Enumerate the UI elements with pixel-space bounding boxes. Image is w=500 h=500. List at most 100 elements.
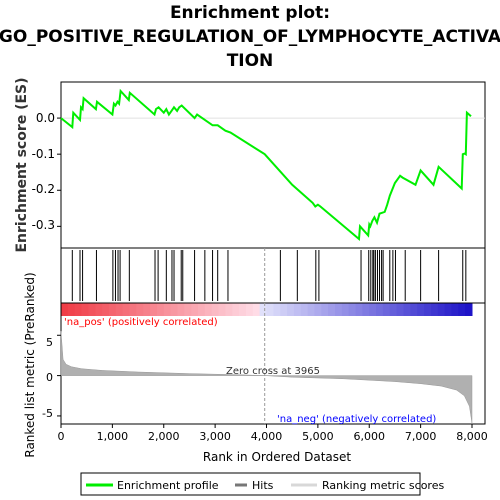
metric-axis-label: Ranked list metric (PreRanked) — [23, 272, 37, 457]
color-bar-segment — [362, 303, 370, 316]
color-bar-segment — [444, 303, 452, 316]
color-bar-segment — [437, 303, 446, 316]
metric-y-axis: 5 0 -5 — [42, 334, 61, 420]
color-bar-segment — [88, 303, 96, 316]
x-tick-label: 5,000 — [302, 430, 334, 443]
color-bar-segment — [95, 303, 103, 316]
color-bar-segment — [451, 303, 459, 316]
chart-title-line-3: TION — [226, 51, 274, 71]
es-ytick-label: 0.0 — [36, 111, 55, 125]
legend-hits-label: Hits — [252, 479, 274, 492]
color-bar-segment — [307, 303, 315, 316]
color-bar-segment — [355, 303, 363, 316]
hit-marks — [71, 250, 467, 301]
metric-ytick-label: 5 — [46, 336, 53, 349]
legend: Enrichment profile Hits Ranking metric s… — [80, 472, 444, 496]
chart-title-line-1: Enrichment plot: — [169, 3, 331, 23]
color-bar-segment — [458, 303, 466, 316]
zero-cross-label: Zero cross at 3965 — [226, 366, 320, 377]
color-bar-segment — [67, 303, 76, 316]
color-bar-segment — [259, 303, 267, 316]
chart-title-line-2: GO_POSITIVE_REGULATION_OF_LYMPHOCYTE_ACT… — [0, 27, 500, 47]
color-bar-segment — [382, 303, 391, 316]
color-bar-segment — [74, 303, 83, 316]
color-bar-segment — [273, 303, 281, 316]
x-tick-label: 7,000 — [405, 430, 437, 443]
color-bar-segment — [287, 303, 295, 316]
x-tick-label: 0 — [58, 430, 65, 443]
positive-correlation-label: 'na_pos' (positively correlated) — [64, 317, 218, 328]
color-bar-segment — [136, 303, 144, 316]
color-bar-segment — [424, 303, 432, 316]
color-bar-segment — [211, 303, 220, 316]
legend-metric-label: Ranking metric scores — [322, 479, 444, 492]
hits-panel-frame — [60, 247, 486, 304]
color-bar-segment — [225, 303, 233, 316]
color-bar-segment — [198, 303, 206, 316]
x-tick-label: 8,000 — [456, 430, 488, 443]
color-bar-segment — [335, 303, 343, 316]
color-bar-segment — [280, 303, 288, 316]
color-bar-segment — [191, 303, 199, 316]
color-bar-segment — [430, 303, 439, 316]
color-bar-segment — [102, 303, 110, 316]
color-bar-segment — [115, 303, 124, 316]
color-bar-segment — [300, 303, 309, 316]
color-bar-segment — [348, 303, 357, 316]
es-ytick-label: -0.2 — [32, 182, 55, 196]
color-bar-segment — [465, 303, 473, 316]
color-bar-segment — [245, 303, 254, 316]
x-tick-label: 2,000 — [148, 430, 180, 443]
color-bar-segment — [417, 303, 425, 316]
metric-ytick-label: -5 — [42, 407, 53, 420]
color-bar-segment — [122, 303, 131, 316]
x-tick-label: 6,000 — [354, 430, 386, 443]
x-tick-label: 1,000 — [97, 430, 129, 443]
x-axis-label: Rank in Ordered Dataset — [203, 450, 351, 464]
color-bar-segment — [156, 303, 165, 316]
color-bar-segment — [177, 303, 185, 316]
color-bar-segment — [109, 303, 117, 316]
color-bar-segment — [266, 303, 274, 316]
es-ytick-label: -0.1 — [32, 147, 55, 161]
color-bar-segment — [150, 303, 158, 316]
color-bar-segment — [376, 303, 384, 316]
color-bar-segment — [389, 303, 398, 316]
color-bar-segment — [252, 303, 261, 316]
legend-box — [80, 472, 421, 496]
color-bar-segment — [403, 303, 411, 316]
es-gridlines — [57, 117, 485, 227]
color-bar-segment — [81, 303, 89, 316]
negative-correlation-label: 'na_neg' (negatively correlated) — [277, 414, 436, 425]
es-y-axis: 0.0 -0.1 -0.2 -0.3 — [32, 111, 55, 232]
color-bar-segment — [61, 303, 69, 316]
enrichment-profile-line — [60, 88, 472, 242]
x-axis: 0 1,000 2,000 3,000 4,000 5,000 6,000 7,000 8,00… — [58, 424, 488, 443]
color-bar-segment — [321, 303, 329, 316]
color-bar-segment — [328, 303, 336, 316]
color-bar-segment — [143, 303, 151, 316]
es-panel-frame — [60, 81, 486, 249]
color-bar-segment — [184, 303, 192, 316]
legend-enrichment-label: Enrichment profile — [117, 479, 219, 492]
color-bar-segment — [293, 303, 302, 316]
color-bar-segment — [396, 303, 404, 316]
x-tick-label: 3,000 — [199, 430, 231, 443]
es-ytick-label: -0.3 — [32, 218, 55, 232]
color-bar-segment — [239, 303, 247, 316]
metric-ytick-label: 0 — [46, 371, 53, 384]
x-tick-label: 4,000 — [251, 430, 283, 443]
color-bar-segment — [410, 303, 418, 316]
ranking-metric-area — [60, 331, 473, 425]
color-bar-segment — [204, 303, 213, 316]
es-axis-label: Enrichment score (ES) — [14, 77, 30, 252]
color-bar-segment — [129, 303, 137, 316]
color-bar-segment — [218, 303, 226, 316]
color-bar-segment — [170, 303, 178, 316]
color-bar-segment — [163, 303, 172, 316]
color-bar-segment — [314, 303, 322, 316]
color-bar-segment — [369, 303, 377, 316]
color-bar-segment — [232, 303, 240, 316]
color-bar-segment — [341, 303, 350, 316]
